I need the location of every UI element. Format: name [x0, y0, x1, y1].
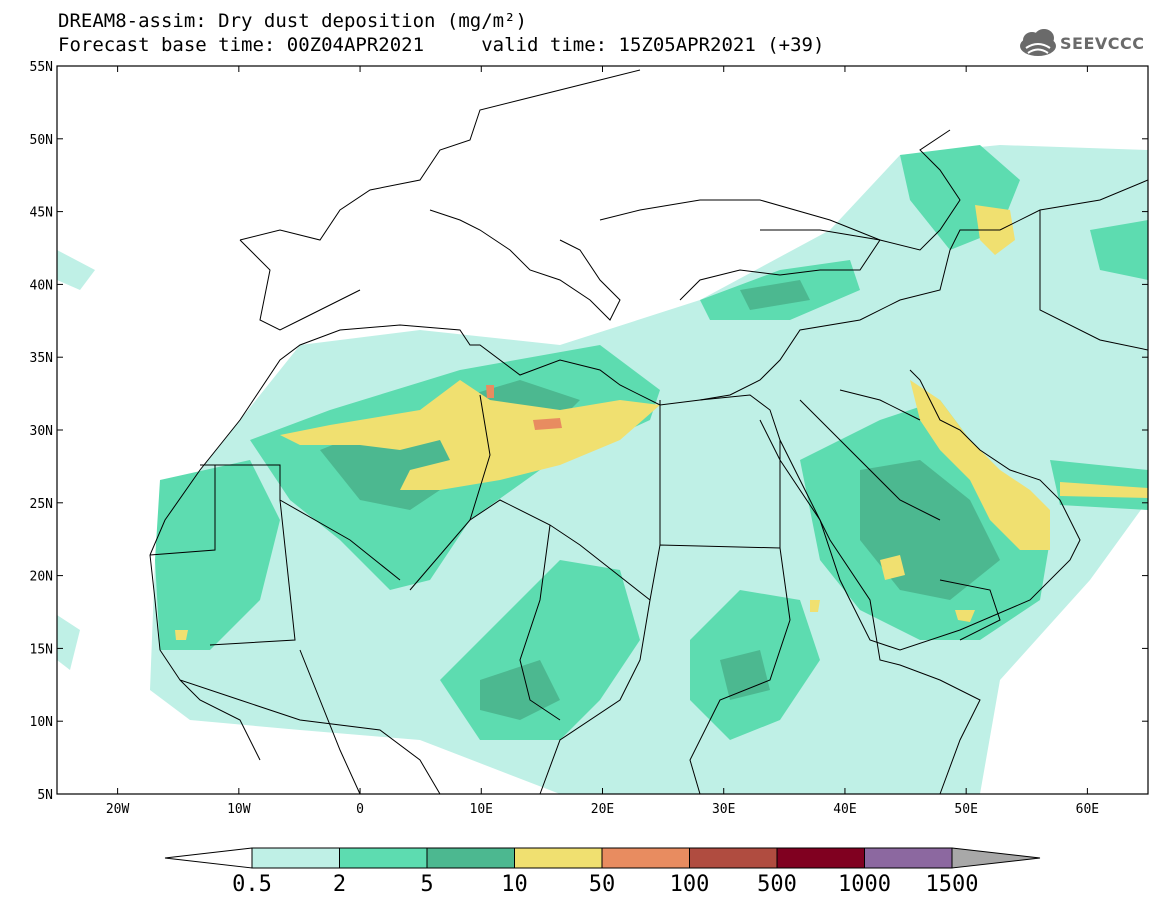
latitude-label: 35N [30, 351, 53, 366]
deposition-light-area [57, 145, 1148, 794]
longitude-label: 0 [356, 802, 364, 817]
colorbar-label: 50 [589, 872, 616, 897]
longitude-label: 20W [106, 802, 130, 817]
colorbar-segment [864, 847, 953, 869]
colorbar-label: 500 [757, 872, 797, 897]
map-title: DREAM8-assim: Dry dust deposition (mg/m²… [58, 10, 527, 32]
longitude-label: 40E [833, 802, 856, 817]
colorbar-segment [776, 847, 865, 869]
longitude-labels: 20W 10W 0 10E 20E 30E 40E 50E 60E [106, 802, 1099, 817]
latitude-label: 25N [30, 497, 53, 512]
colorbar-label: 1500 [926, 872, 979, 897]
colorbar-label: 100 [670, 872, 710, 897]
latitude-label: 30N [30, 424, 53, 439]
latitude-label: 40N [30, 278, 53, 293]
latitude-label: 45N [30, 206, 53, 221]
longitude-label: 60E [1076, 802, 1099, 817]
colorbar-label: 5 [420, 872, 433, 897]
colorbar-label: 0.5 [232, 872, 272, 897]
coastlines-and-borders [149, 69, 1148, 794]
colorbar-segment [339, 847, 428, 869]
latitude-label: 15N [30, 642, 53, 657]
deposition-orange-area [486, 385, 562, 430]
colorbar-segment [689, 847, 778, 869]
colorbar-segment [514, 847, 603, 869]
colorbar-segment [601, 847, 690, 869]
logo-text: SEEVCCC [1060, 34, 1145, 53]
latitude-labels: 55N 50N 45N 40N 35N 30N 25N 20N 15N 10N 5N [30, 60, 53, 803]
latitude-label: 5N [37, 788, 53, 803]
longitude-label: 10E [470, 802, 493, 817]
forecast-time-subtitle: Forecast base time: 00Z04APR2021 valid t… [58, 34, 825, 56]
colorbar: 0.5 2 5 10 50 100 500 1000 1500 [164, 847, 1041, 897]
colorbar-segment [426, 847, 515, 869]
deposition-field [57, 145, 1148, 794]
colorbar-over-arrow [951, 847, 1041, 869]
colorbar-label: 1000 [838, 872, 891, 897]
colorbar-label: 10 [501, 872, 528, 897]
latitude-label: 55N [30, 60, 53, 75]
colorbar-under-arrow [164, 847, 253, 869]
longitude-label: 10W [227, 802, 251, 817]
colorbar-label: 2 [333, 872, 346, 897]
longitude-label: 20E [591, 802, 614, 817]
axis-ticks [57, 65, 1148, 795]
longitude-label: 30E [712, 802, 735, 817]
colorbar-segment [251, 847, 340, 869]
latitude-label: 50N [30, 133, 53, 148]
latitude-label: 10N [30, 715, 53, 730]
latitude-label: 20N [30, 570, 53, 585]
longitude-label: 50E [954, 802, 977, 817]
seevccc-logo [1020, 29, 1056, 56]
